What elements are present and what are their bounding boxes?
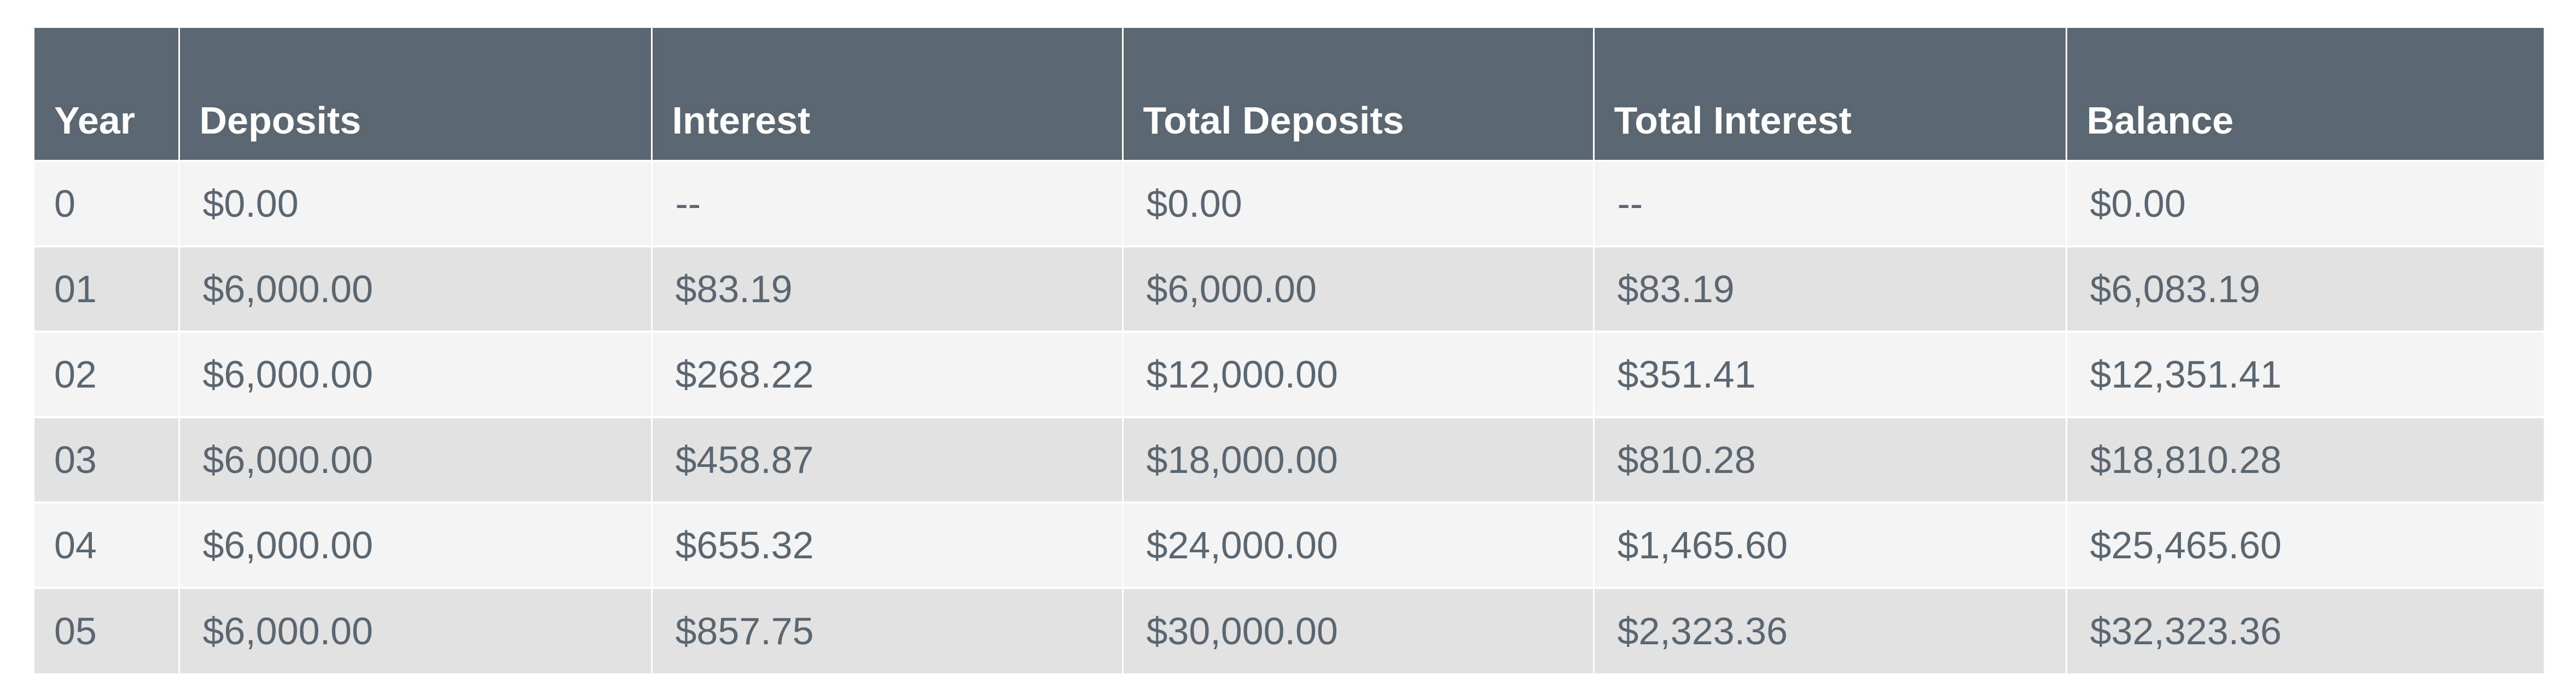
- cell-deposits: $6,000.00: [179, 501, 653, 588]
- cell-deposits: $6,000.00: [179, 245, 653, 332]
- header-interest: Interest: [652, 28, 1124, 161]
- table-row: 0 $0.00 -- $0.00 -- $0.00: [34, 160, 2544, 246]
- cell-total-deposits: $0.00: [1123, 160, 1595, 246]
- cell-total-deposits: $12,000.00: [1123, 331, 1595, 417]
- cell-total-interest: $83.19: [1594, 245, 2067, 332]
- cell-year: 01: [34, 245, 180, 332]
- cell-total-deposits: $18,000.00: [1123, 416, 1595, 502]
- cell-year: 02: [34, 331, 180, 417]
- cell-total-interest: --: [1594, 160, 2067, 246]
- cell-interest: $857.75: [652, 587, 1124, 673]
- table-row: 03 $6,000.00 $458.87 $18,000.00 $810.28 …: [34, 416, 2544, 502]
- cell-interest: $83.19: [652, 245, 1124, 332]
- cell-deposits: $6,000.00: [179, 587, 653, 673]
- cell-balance: $32,323.36: [2066, 587, 2544, 673]
- savings-schedule-table-container: Year Deposits Interest Total Deposits To…: [34, 28, 2544, 673]
- cell-deposits: $6,000.00: [179, 416, 653, 502]
- cell-balance: $0.00: [2066, 160, 2544, 246]
- cell-total-deposits: $24,000.00: [1123, 501, 1595, 588]
- table-row: 05 $6,000.00 $857.75 $30,000.00 $2,323.3…: [34, 587, 2544, 673]
- table-header: Year Deposits Interest Total Deposits To…: [34, 28, 2544, 161]
- cell-year: 0: [34, 160, 180, 246]
- cell-year: 03: [34, 416, 180, 502]
- cell-total-interest: $351.41: [1594, 331, 2067, 417]
- cell-total-deposits: $30,000.00: [1123, 587, 1595, 673]
- cell-balance: $6,083.19: [2066, 245, 2544, 332]
- cell-deposits: $0.00: [179, 160, 653, 246]
- header-total-deposits: Total Deposits: [1123, 28, 1595, 161]
- header-total-interest: Total Interest: [1594, 28, 2067, 161]
- table-row: 01 $6,000.00 $83.19 $6,000.00 $83.19 $6,…: [34, 245, 2544, 332]
- header-deposits: Deposits: [179, 28, 653, 161]
- cell-deposits: $6,000.00: [179, 331, 653, 417]
- cell-total-interest: $810.28: [1594, 416, 2067, 502]
- cell-balance: $18,810.28: [2066, 416, 2544, 502]
- table-row: 02 $6,000.00 $268.22 $12,000.00 $351.41 …: [34, 331, 2544, 417]
- cell-interest: $655.32: [652, 501, 1124, 588]
- cell-total-interest: $1,465.60: [1594, 501, 2067, 588]
- table-row: 04 $6,000.00 $655.32 $24,000.00 $1,465.6…: [34, 501, 2544, 588]
- savings-schedule-table: Year Deposits Interest Total Deposits To…: [34, 28, 2544, 673]
- cell-balance: $25,465.60: [2066, 501, 2544, 588]
- cell-interest: $458.87: [652, 416, 1124, 502]
- cell-total-interest: $2,323.36: [1594, 587, 2067, 673]
- cell-balance: $12,351.41: [2066, 331, 2544, 417]
- cell-year: 05: [34, 587, 180, 673]
- header-row: Year Deposits Interest Total Deposits To…: [34, 28, 2544, 161]
- cell-interest: $268.22: [652, 331, 1124, 417]
- cell-total-deposits: $6,000.00: [1123, 245, 1595, 332]
- table-body: 0 $0.00 -- $0.00 -- $0.00 01 $6,000.00 $…: [34, 160, 2544, 673]
- cell-interest: --: [652, 160, 1124, 246]
- header-balance: Balance: [2066, 28, 2544, 161]
- cell-year: 04: [34, 501, 180, 588]
- header-year: Year: [34, 28, 180, 161]
